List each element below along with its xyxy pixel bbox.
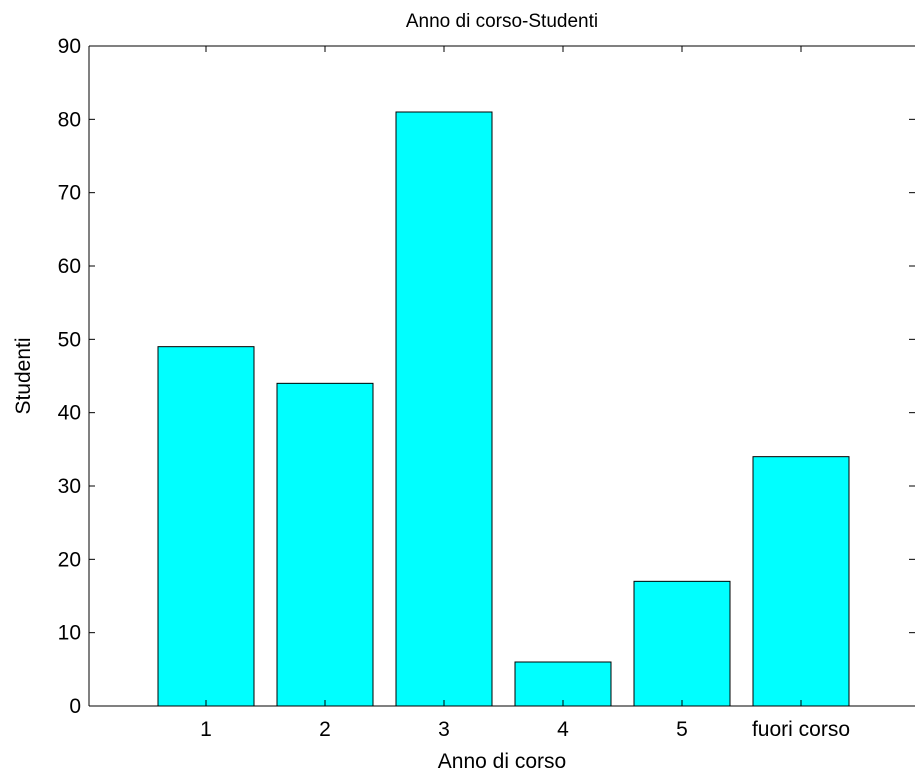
plot-area: 0 10 20 30 40 50 60 70 80 90 1 2 3 4 5 fuori corso — [58, 35, 915, 741]
y-tick-label: 40 — [58, 402, 81, 425]
bar — [514, 661, 612, 707]
y-tick-label: 50 — [58, 328, 81, 351]
y-tick-label: 0 — [69, 695, 81, 718]
bar — [157, 346, 255, 707]
y-tick-label: 30 — [58, 475, 81, 498]
chart-title: Anno di corso-Studenti — [406, 11, 598, 32]
y-tick-label: 10 — [58, 622, 81, 645]
y-tick-label: 70 — [58, 182, 81, 205]
y-tick-label: 60 — [58, 255, 81, 278]
x-axis-label: Anno di corso — [438, 750, 566, 773]
y-axis-label: Studenti — [12, 337, 35, 414]
x-tick-label: 2 — [319, 718, 331, 741]
y-tick-label: 90 — [58, 35, 81, 58]
x-tick-label: 3 — [438, 718, 450, 741]
x-tick-label: 4 — [557, 718, 569, 741]
bar — [276, 382, 374, 707]
x-tick-label: fuori corso — [752, 718, 850, 741]
bar — [633, 580, 731, 707]
y-tick-label: 80 — [58, 108, 81, 131]
bar — [752, 456, 850, 707]
y-tick-label: 20 — [58, 548, 81, 571]
x-tick-label: 1 — [200, 718, 212, 741]
bar — [395, 111, 493, 707]
x-tick-label: 5 — [676, 718, 688, 741]
